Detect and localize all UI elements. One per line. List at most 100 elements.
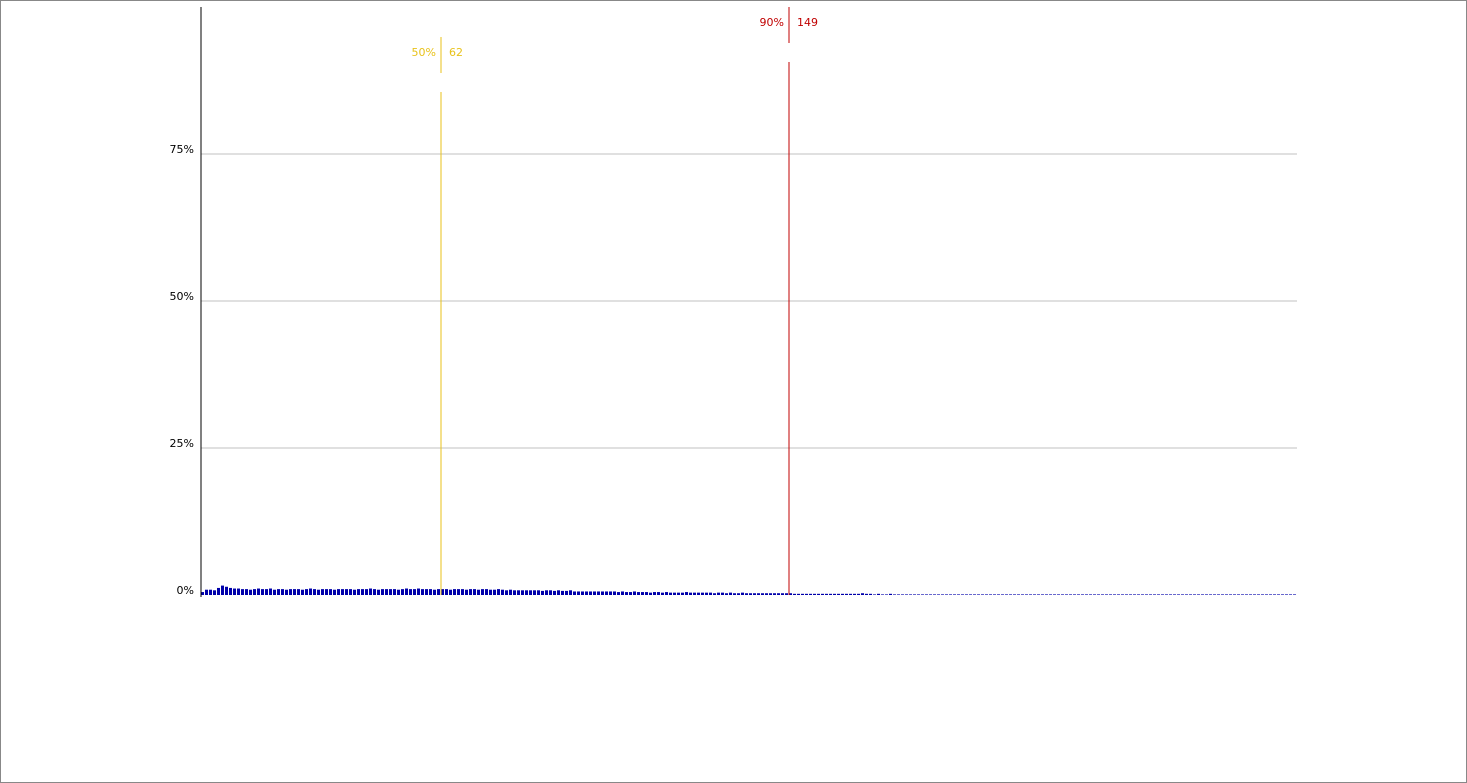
bar: [285, 589, 288, 595]
bar: [413, 589, 416, 595]
bar: [917, 594, 920, 595]
bar: [805, 593, 808, 595]
bar: [709, 592, 712, 595]
bar: [481, 589, 484, 595]
bar: [889, 593, 892, 595]
bar: [1225, 594, 1228, 595]
bar: [585, 591, 588, 595]
bar: [997, 594, 1000, 595]
bar: [897, 594, 900, 595]
bar: [301, 589, 304, 595]
bar: [217, 587, 220, 595]
bar: [281, 589, 284, 595]
bar: [441, 589, 444, 595]
bar: [1073, 594, 1076, 595]
bar: [429, 589, 432, 595]
bar: [1233, 594, 1236, 595]
bar: [849, 593, 852, 595]
bar: [501, 589, 504, 595]
bar: [1241, 594, 1244, 595]
bar: [1237, 594, 1240, 595]
bar: [1113, 594, 1116, 595]
bar: [333, 589, 336, 595]
bar: [1285, 594, 1288, 595]
bar: [881, 594, 884, 595]
bar: [1121, 594, 1124, 595]
bar: [681, 592, 684, 595]
bar: [957, 594, 960, 595]
bar: [577, 591, 580, 595]
bar: [437, 589, 440, 595]
bar: [729, 592, 732, 595]
bar: [813, 593, 816, 595]
bar: [1069, 594, 1072, 595]
bar: [1089, 594, 1092, 595]
bar: [1173, 594, 1176, 595]
bar: [321, 589, 324, 595]
bar: [461, 589, 464, 595]
bar: [817, 593, 820, 595]
bar: [433, 589, 436, 595]
bar: [541, 590, 544, 595]
bar: [701, 592, 704, 595]
bar: [1261, 594, 1264, 595]
bar: [985, 594, 988, 595]
bar: [857, 593, 860, 595]
bar: [405, 588, 408, 595]
bar: [457, 589, 460, 595]
marker-value: 62: [449, 46, 463, 59]
bar: [837, 593, 840, 595]
bar: [717, 592, 720, 595]
bar: [325, 589, 328, 595]
bar: [1193, 594, 1196, 595]
bar: [809, 593, 812, 595]
bar: [349, 589, 352, 595]
bar: [821, 593, 824, 595]
bar: [581, 591, 584, 595]
bar: [1085, 594, 1088, 595]
bar: [777, 593, 780, 595]
bar: [825, 593, 828, 595]
bar: [645, 592, 648, 595]
bar: [649, 592, 652, 595]
bar: [537, 590, 540, 595]
bar: [317, 589, 320, 595]
bar: [905, 594, 908, 595]
bar: [1029, 594, 1032, 595]
bar: [1269, 594, 1272, 595]
bar: [513, 590, 516, 595]
marker-label: 90%: [760, 16, 784, 29]
bar: [1189, 594, 1192, 595]
bar: [245, 589, 248, 595]
bar: [1185, 594, 1188, 595]
bar: [973, 594, 976, 595]
bar: [937, 594, 940, 595]
bar: [353, 589, 356, 595]
bar: [417, 588, 420, 595]
bar: [909, 594, 912, 595]
bar: [1053, 594, 1056, 595]
bar: [693, 592, 696, 595]
bar: [249, 589, 252, 595]
bar: [1213, 594, 1216, 595]
bar: [1145, 594, 1148, 595]
bar: [1169, 594, 1172, 595]
bar: [945, 594, 948, 595]
bar: [765, 593, 768, 595]
bar: [201, 592, 204, 595]
bar: [929, 594, 932, 595]
bar: [1201, 594, 1204, 595]
bar: [369, 588, 372, 595]
bar: [1093, 594, 1096, 595]
bar: [861, 593, 864, 595]
bar: [661, 592, 664, 595]
bar: [941, 594, 944, 595]
bar: [381, 589, 384, 595]
bar: [485, 589, 488, 595]
bar: [509, 589, 512, 595]
bar: [653, 592, 656, 595]
bar: [1153, 594, 1156, 595]
bar: [697, 592, 700, 595]
